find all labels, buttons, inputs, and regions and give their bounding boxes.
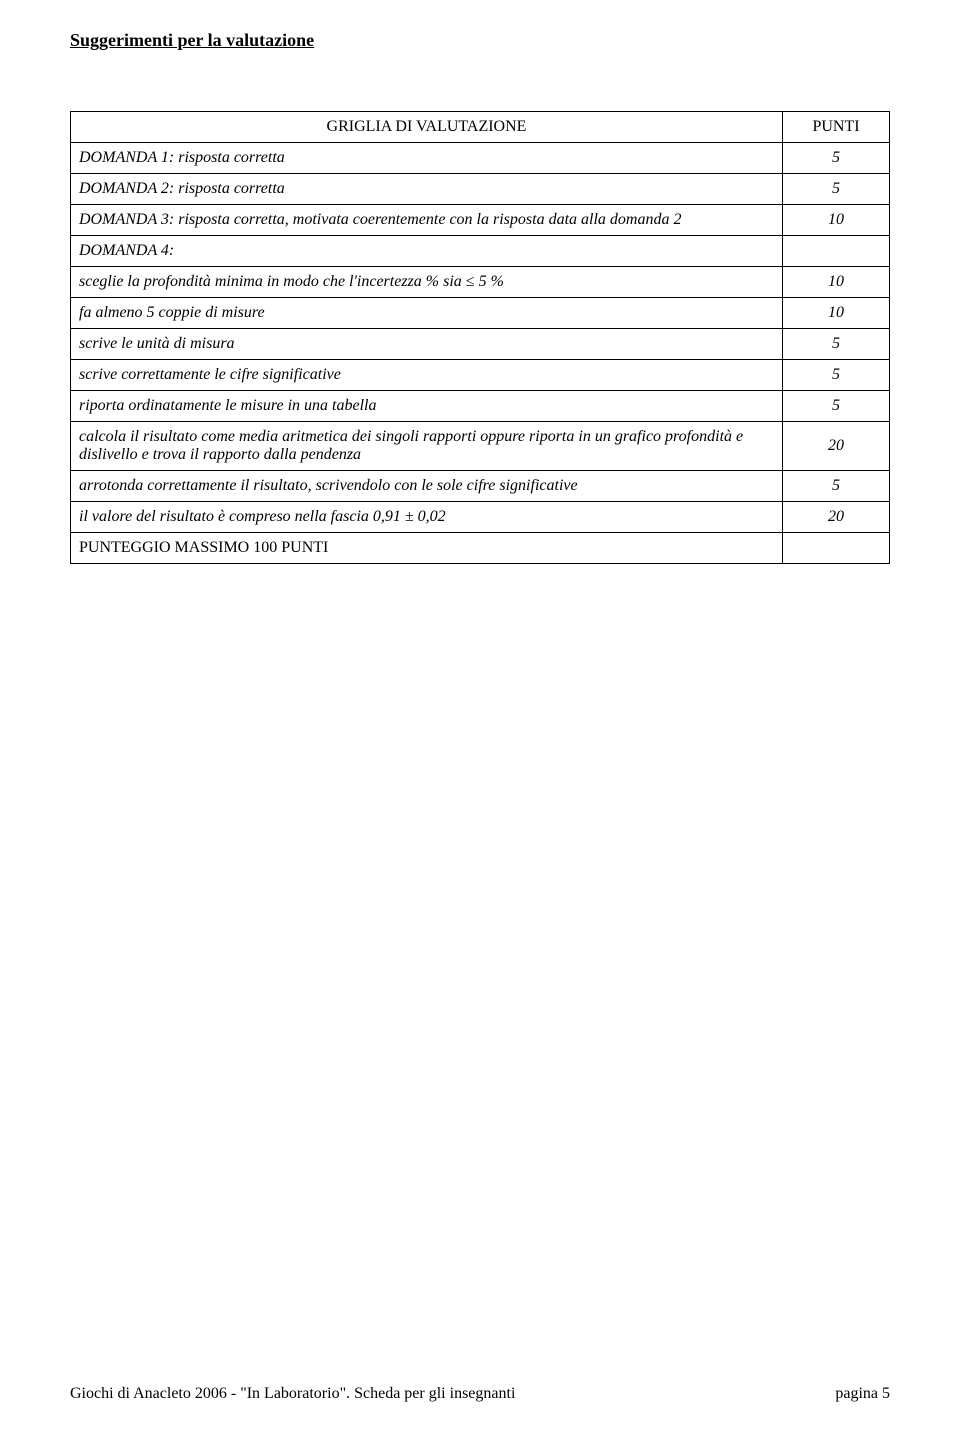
- row-points: 5: [783, 143, 890, 174]
- table-row: DOMANDA 1: risposta corretta 5: [71, 143, 890, 174]
- table-row: sceglie la profondità minima in modo che…: [71, 267, 890, 298]
- table-row: calcola il risultato come media aritmeti…: [71, 422, 890, 471]
- footer-left: Giochi di Anacleto 2006 - "In Laboratori…: [70, 1385, 515, 1403]
- row-points: [783, 533, 890, 564]
- row-label: fa almeno 5 coppie di misure: [71, 298, 783, 329]
- row-points: 20: [783, 502, 890, 533]
- row-points: 5: [783, 329, 890, 360]
- row-label: calcola il risultato come media aritmeti…: [71, 422, 783, 471]
- evaluation-table: GRIGLIA DI VALUTAZIONE PUNTI DOMANDA 1: …: [70, 111, 890, 564]
- page: Suggerimenti per la valutazione GRIGLIA …: [0, 0, 960, 1433]
- row-label: scrive correttamente le cifre significat…: [71, 360, 783, 391]
- table-row: arrotonda correttamente il risultato, sc…: [71, 471, 890, 502]
- page-footer: Giochi di Anacleto 2006 - "In Laboratori…: [70, 1385, 890, 1403]
- table-header-points: PUNTI: [783, 112, 890, 143]
- row-label: il valore del risultato è compreso nella…: [71, 502, 783, 533]
- footer-right: pagina 5: [835, 1385, 890, 1403]
- table-header-label: GRIGLIA DI VALUTAZIONE: [71, 112, 783, 143]
- table-row: DOMANDA 3: risposta corretta, motivata c…: [71, 205, 890, 236]
- table-row: scrive le unità di misura 5: [71, 329, 890, 360]
- row-points: 10: [783, 205, 890, 236]
- table-header-row: GRIGLIA DI VALUTAZIONE PUNTI: [71, 112, 890, 143]
- row-points: 5: [783, 174, 890, 205]
- row-label: arrotonda correttamente il risultato, sc…: [71, 471, 783, 502]
- row-label: PUNTEGGIO MASSIMO 100 PUNTI: [71, 533, 783, 564]
- row-points: 5: [783, 391, 890, 422]
- row-label: scrive le unità di misura: [71, 329, 783, 360]
- row-label: DOMANDA 4:: [71, 236, 783, 267]
- table-row: scrive correttamente le cifre significat…: [71, 360, 890, 391]
- row-label: DOMANDA 1: risposta corretta: [71, 143, 783, 174]
- row-label: riporta ordinatamente le misure in una t…: [71, 391, 783, 422]
- table-row: fa almeno 5 coppie di misure 10: [71, 298, 890, 329]
- row-points: 20: [783, 422, 890, 471]
- row-points: 10: [783, 267, 890, 298]
- row-points: [783, 236, 890, 267]
- row-points: 5: [783, 360, 890, 391]
- page-title: Suggerimenti per la valutazione: [70, 30, 890, 51]
- table-row: DOMANDA 4:: [71, 236, 890, 267]
- table-row: il valore del risultato è compreso nella…: [71, 502, 890, 533]
- table-row: DOMANDA 2: risposta corretta 5: [71, 174, 890, 205]
- table-row: PUNTEGGIO MASSIMO 100 PUNTI: [71, 533, 890, 564]
- row-label: DOMANDA 2: risposta corretta: [71, 174, 783, 205]
- row-label: sceglie la profondità minima in modo che…: [71, 267, 783, 298]
- row-points: 5: [783, 471, 890, 502]
- row-label: DOMANDA 3: risposta corretta, motivata c…: [71, 205, 783, 236]
- row-points: 10: [783, 298, 890, 329]
- table-row: riporta ordinatamente le misure in una t…: [71, 391, 890, 422]
